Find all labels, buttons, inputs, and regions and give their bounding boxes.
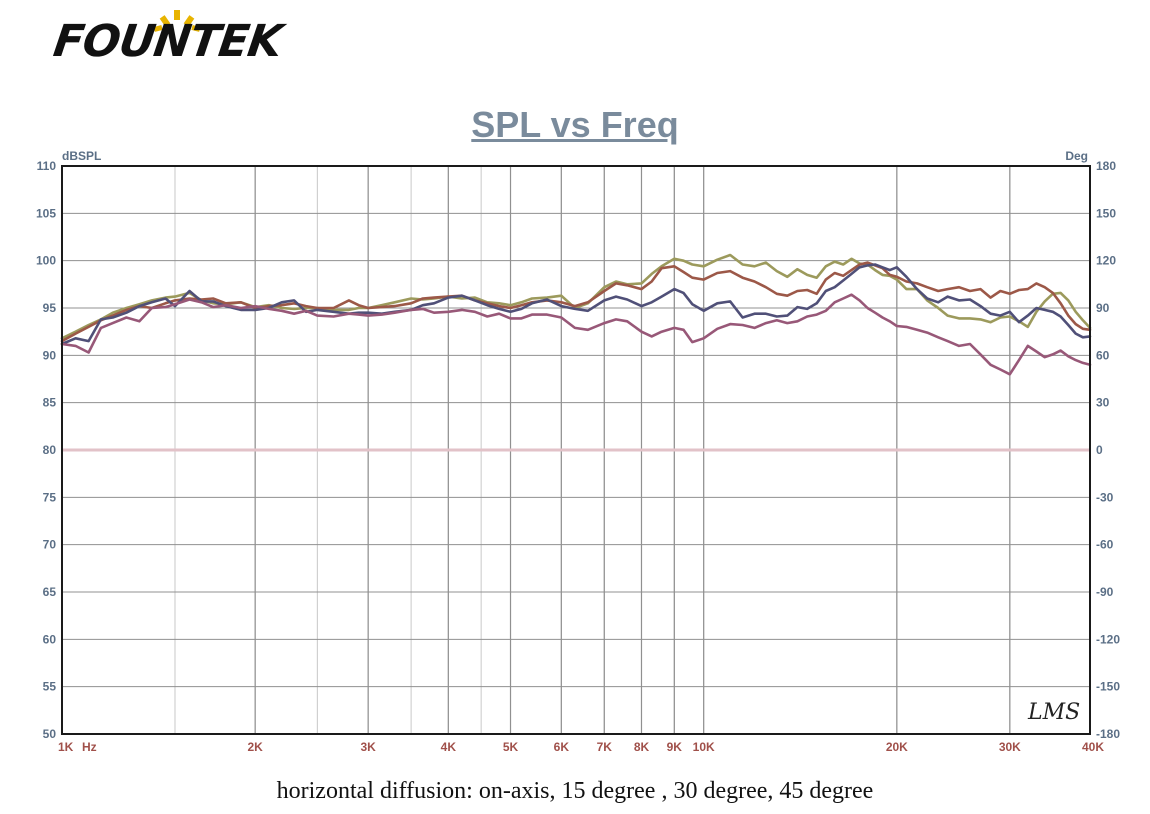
logo-sunburst [153, 10, 201, 32]
x-axis-unit: Hz [82, 740, 97, 754]
x-tick-label: 4K [441, 740, 457, 754]
x-axis-labels: 1K 2K 3K 4K 5K 6K 7K 8K 9K 10K 20K 30K 40K [58, 740, 1104, 754]
y-tick-label: 55 [43, 680, 57, 694]
y2-tick-label: 90 [1096, 301, 1110, 315]
y2-tick-label: 120 [1096, 254, 1116, 268]
y-tick-label: 90 [43, 348, 57, 362]
fountek-logo [153, 10, 201, 32]
y2-tick-label: -120 [1096, 632, 1120, 646]
series-line-4 [60, 293, 1092, 376]
x-tick-label: 40K [1082, 740, 1104, 754]
y-tick-label: 65 [43, 585, 57, 599]
y2-tick-label: -180 [1096, 727, 1120, 741]
x-tick-label: 2K [247, 740, 263, 754]
y-axis-title: dBSPL [62, 149, 101, 163]
y2-tick-label: -30 [1096, 490, 1114, 504]
y-axis-labels: 110 105 100 95 90 85 80 75 70 65 60 55 50 [36, 159, 56, 741]
y-tick-label: 50 [43, 727, 57, 741]
series-group [60, 253, 1092, 376]
x-tick-label: 10K [693, 740, 715, 754]
y-tick-label: 95 [43, 301, 57, 315]
x-tick-label: 6K [554, 740, 570, 754]
y2-tick-label: 30 [1096, 396, 1110, 410]
y2-tick-label: -60 [1096, 538, 1114, 552]
series-line-3 [60, 263, 1092, 346]
y-tick-label: 110 [37, 159, 57, 173]
y-tick-label: 85 [43, 396, 57, 410]
y2-tick-label: 60 [1096, 348, 1110, 362]
y-tick-label: 60 [43, 632, 57, 646]
x-tick-label: 20K [886, 740, 908, 754]
y-tick-label: 70 [43, 538, 57, 552]
x-tick-label: 30K [999, 740, 1021, 754]
x-tick-label: 1K [58, 740, 74, 754]
x-tick-label: 7K [597, 740, 613, 754]
lms-watermark: LMS [1028, 700, 1081, 725]
y2-tick-label: 150 [1096, 206, 1116, 220]
y2-axis-labels: 180 150 120 90 60 30 0 -30 -60 -90 -120 -150 -180 [1096, 159, 1120, 741]
y-tick-label: 100 [36, 254, 56, 268]
x-tick-label: 8K [634, 740, 650, 754]
y2-axis-title: Deg [1065, 149, 1088, 163]
y2-tick-label: 0 [1096, 443, 1103, 457]
series-line-1 [60, 253, 1092, 340]
y-tick-label: 75 [43, 490, 57, 504]
x-tick-label: 3K [360, 740, 376, 754]
y2-tick-label: -90 [1096, 585, 1114, 599]
y2-tick-label: -150 [1096, 680, 1120, 694]
x-tick-label: 5K [503, 740, 519, 754]
y-tick-label: 105 [36, 206, 56, 220]
y2-tick-label: 180 [1096, 159, 1116, 173]
y-tick-label: 80 [43, 443, 57, 457]
x-tick-label: 9K [667, 740, 683, 754]
plot-frame [61, 165, 1091, 735]
chart-title: SPL vs Freq [471, 104, 679, 145]
chart-caption: horizontal diffusion: on-axis, 15 degree… [276, 778, 874, 804]
